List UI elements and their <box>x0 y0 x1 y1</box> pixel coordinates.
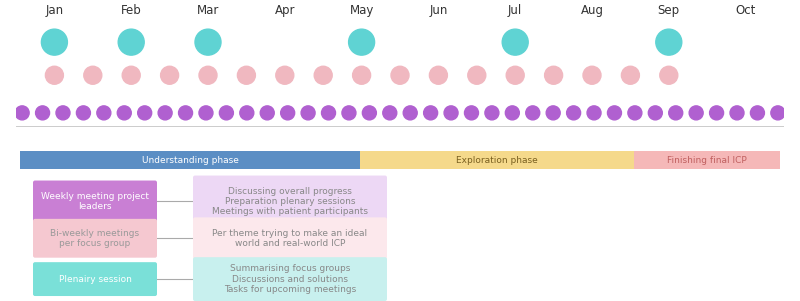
Text: Summarising focus groups
Discussions and solutions
Tasks for upcoming meetings: Summarising focus groups Discussions and… <box>224 264 356 294</box>
Text: Exploration phase: Exploration phase <box>456 156 538 165</box>
Ellipse shape <box>56 106 70 120</box>
Text: Understanding phase: Understanding phase <box>142 156 238 165</box>
Ellipse shape <box>485 106 499 120</box>
Ellipse shape <box>161 66 178 84</box>
Ellipse shape <box>506 66 524 84</box>
Ellipse shape <box>281 106 294 120</box>
Ellipse shape <box>669 106 682 120</box>
FancyBboxPatch shape <box>20 151 360 169</box>
Ellipse shape <box>353 66 370 84</box>
Text: Per theme trying to make an ideal
world and real-world ICP: Per theme trying to make an ideal world … <box>213 228 367 248</box>
Ellipse shape <box>301 106 315 120</box>
Ellipse shape <box>424 106 438 120</box>
Ellipse shape <box>178 106 193 120</box>
Ellipse shape <box>314 66 332 84</box>
Ellipse shape <box>276 66 294 84</box>
Ellipse shape <box>84 66 102 84</box>
FancyBboxPatch shape <box>193 217 387 259</box>
Ellipse shape <box>260 106 274 120</box>
Ellipse shape <box>656 29 682 55</box>
Text: Feb: Feb <box>121 4 142 17</box>
Ellipse shape <box>138 106 152 120</box>
Ellipse shape <box>750 106 765 120</box>
Text: Jul: Jul <box>508 4 522 17</box>
FancyBboxPatch shape <box>634 151 780 169</box>
Ellipse shape <box>46 66 63 84</box>
Ellipse shape <box>35 106 50 120</box>
Text: Weekly meeting project
leaders: Weekly meeting project leaders <box>41 192 149 211</box>
Ellipse shape <box>771 106 785 120</box>
FancyBboxPatch shape <box>33 219 157 258</box>
Ellipse shape <box>238 66 255 84</box>
Text: Aug: Aug <box>581 4 603 17</box>
Ellipse shape <box>42 29 67 55</box>
Ellipse shape <box>391 66 409 84</box>
Ellipse shape <box>430 66 447 84</box>
Text: Sep: Sep <box>658 4 680 17</box>
Ellipse shape <box>342 106 356 120</box>
Text: Discussing overall progress
Preparation plenary sessions
Meetings with patient p: Discussing overall progress Preparation … <box>212 187 368 216</box>
Text: Bi-weekly meetings
per focus group: Bi-weekly meetings per focus group <box>50 228 139 248</box>
Ellipse shape <box>195 29 221 55</box>
Ellipse shape <box>506 106 519 120</box>
Ellipse shape <box>158 106 172 120</box>
Text: Apr: Apr <box>274 4 295 17</box>
Ellipse shape <box>468 66 486 84</box>
Text: Jun: Jun <box>430 4 447 17</box>
Ellipse shape <box>362 106 376 120</box>
Ellipse shape <box>660 66 678 84</box>
Ellipse shape <box>545 66 562 84</box>
Ellipse shape <box>648 106 662 120</box>
FancyBboxPatch shape <box>193 257 387 301</box>
Ellipse shape <box>199 66 217 84</box>
Text: Plenairy session: Plenairy session <box>58 275 131 284</box>
Text: May: May <box>350 4 374 17</box>
Ellipse shape <box>502 29 528 55</box>
Ellipse shape <box>710 106 723 120</box>
Ellipse shape <box>526 106 540 120</box>
Ellipse shape <box>77 106 90 120</box>
Ellipse shape <box>546 106 560 120</box>
Ellipse shape <box>382 106 397 120</box>
Ellipse shape <box>199 106 213 120</box>
Ellipse shape <box>465 106 478 120</box>
Ellipse shape <box>444 106 458 120</box>
Ellipse shape <box>622 66 639 84</box>
Ellipse shape <box>607 106 622 120</box>
Ellipse shape <box>219 106 234 120</box>
Ellipse shape <box>628 106 642 120</box>
Text: Mar: Mar <box>197 4 219 17</box>
Ellipse shape <box>118 29 144 55</box>
Text: Finishing final ICP: Finishing final ICP <box>667 156 747 165</box>
Ellipse shape <box>322 106 335 120</box>
FancyBboxPatch shape <box>360 151 634 169</box>
Ellipse shape <box>97 106 111 120</box>
FancyBboxPatch shape <box>33 262 157 296</box>
Ellipse shape <box>403 106 418 120</box>
Text: Jan: Jan <box>46 4 63 17</box>
Ellipse shape <box>15 106 29 120</box>
Ellipse shape <box>122 66 140 84</box>
Ellipse shape <box>566 106 581 120</box>
FancyBboxPatch shape <box>193 175 387 227</box>
Ellipse shape <box>689 106 703 120</box>
Ellipse shape <box>118 106 131 120</box>
Ellipse shape <box>349 29 374 55</box>
Ellipse shape <box>587 106 601 120</box>
FancyBboxPatch shape <box>33 181 157 222</box>
Text: Oct: Oct <box>735 4 756 17</box>
Ellipse shape <box>730 106 744 120</box>
Ellipse shape <box>583 66 601 84</box>
Ellipse shape <box>240 106 254 120</box>
